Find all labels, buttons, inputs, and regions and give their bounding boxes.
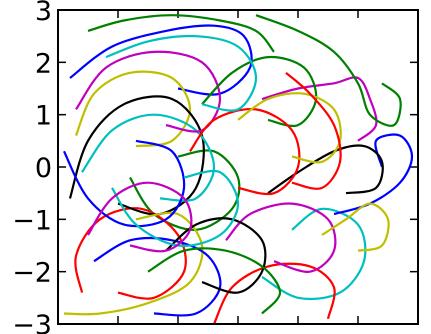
y-tick-label-5: −1 (12, 205, 52, 236)
y-tick-labels: 3 2 1 0 −1 −2 −3 (12, 0, 418, 334)
y-tick-label-4: 0 (35, 153, 52, 184)
series-line-15 (93, 236, 222, 317)
series-line-23 (87, 14, 275, 53)
series-line-11 (81, 113, 216, 202)
series-line-10 (212, 262, 336, 325)
x-ticks (117, 10, 359, 324)
series-line-13 (63, 211, 204, 316)
series-line-4 (261, 207, 367, 301)
plot-frame (57, 9, 419, 325)
series-group (63, 14, 414, 325)
y-tick-label-6: −2 (12, 258, 52, 289)
series-line-27 (87, 181, 193, 253)
y-tick-label-3: 1 (35, 101, 52, 132)
series-line-21 (165, 217, 267, 294)
series-line-16 (201, 55, 318, 128)
series-line-22 (63, 139, 186, 228)
series-line-26 (321, 202, 390, 252)
y-tick-label-2: 2 (35, 48, 52, 79)
series-line-24 (285, 71, 342, 190)
y-tick-label-1: 3 (35, 0, 52, 27)
series-line-5 (261, 76, 378, 142)
series-line-1 (69, 24, 253, 96)
series-line-3 (74, 207, 187, 300)
y-tick-label-7: −3 (12, 310, 52, 334)
series-line-9 (255, 14, 402, 127)
series-line-17 (189, 107, 301, 196)
series-line-20 (237, 92, 342, 164)
series-line-6 (74, 70, 192, 148)
series-line-19 (225, 202, 337, 273)
series-line-25 (111, 169, 240, 247)
series-line-18 (105, 34, 258, 112)
series-line-14 (267, 144, 384, 195)
series-line-28 (147, 247, 282, 315)
series-line-12 (75, 50, 222, 133)
